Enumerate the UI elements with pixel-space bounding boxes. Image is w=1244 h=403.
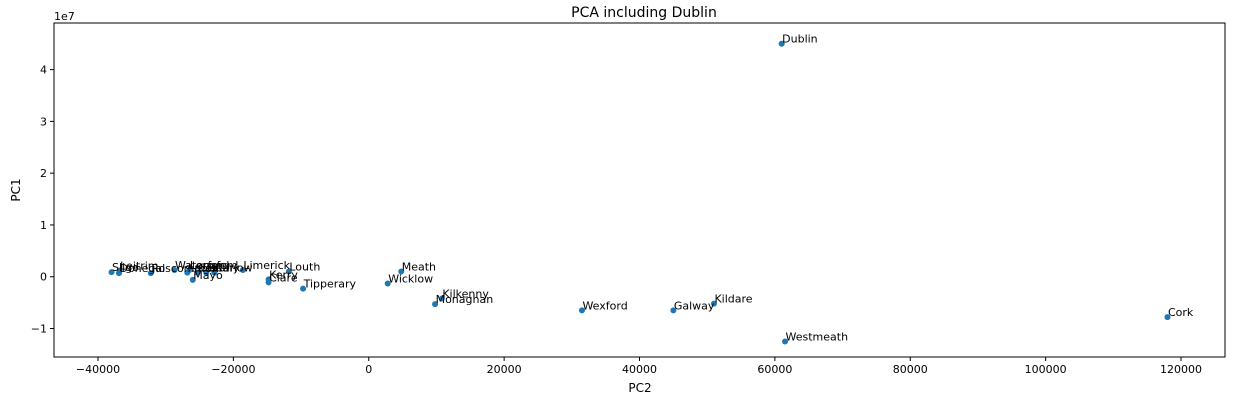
data-point — [189, 276, 196, 283]
data-point-label: Roscommon — [151, 262, 219, 275]
data-point — [300, 285, 307, 292]
data-point — [384, 280, 391, 287]
y-exponent-label: 1e7 — [54, 10, 75, 23]
data-point — [438, 295, 445, 302]
data-point — [1164, 314, 1171, 321]
data-point-label: Cavan — [198, 262, 233, 275]
x-tick-label: 120000 — [1160, 363, 1202, 376]
data-point-label: Tipperary — [303, 278, 357, 291]
data-point — [778, 40, 785, 47]
plot-area-frame — [53, 22, 1226, 358]
data-point-label: Sligo — [112, 261, 139, 274]
data-point-label: Waterford — [175, 259, 229, 272]
data-point — [211, 269, 218, 276]
data-point-label: Wicklow — [388, 272, 433, 285]
data-point — [108, 269, 115, 276]
data-point-label: Offaly — [207, 262, 240, 275]
x-tick-label: −20000 — [211, 363, 255, 376]
y-tick-label: 2 — [40, 167, 47, 180]
x-tick-label: 40000 — [622, 363, 657, 376]
data-point — [398, 268, 405, 275]
data-point-label: Laois — [188, 262, 217, 275]
data-point-label: Mayo — [193, 269, 223, 282]
x-axis: −40000 −20000 0 20000 40000 60000 80000 100000 1… — [76, 357, 1202, 376]
data-point-label: Louth — [289, 261, 320, 274]
data-point-label: Leitrim — [120, 260, 158, 273]
data-point-label: Monaghan — [436, 293, 494, 306]
data-point-label: Donegal — [119, 262, 165, 275]
data-point-label: Longford — [190, 259, 239, 272]
chart-title: PCA including Dublin — [571, 5, 717, 21]
data-point-label: Dublin — [782, 33, 818, 46]
data-point — [578, 307, 585, 314]
x-tick-label: −40000 — [76, 363, 120, 376]
x-tick-label: 60000 — [757, 363, 792, 376]
data-point-label: Limerick — [243, 259, 290, 272]
data-point — [782, 338, 789, 345]
x-axis-label: PC2 — [628, 381, 651, 395]
data-point — [115, 270, 122, 277]
x-tick-label: 20000 — [487, 363, 522, 376]
data-point-label: Wexford — [582, 299, 627, 312]
data-point — [186, 267, 193, 274]
data-point-label: Westmeath — [786, 330, 849, 343]
y-tick-label: 3 — [40, 115, 47, 128]
y-tick-label: 0 — [40, 271, 47, 284]
data-point — [710, 300, 717, 307]
y-tick-label: 1 — [40, 219, 47, 232]
data-point — [432, 301, 439, 308]
data-point-label: Clare — [269, 271, 298, 284]
y-axis: −1 0 1 2 3 4 — [31, 64, 54, 336]
data-point — [147, 270, 154, 277]
data-point — [670, 307, 677, 314]
y-tick-label: −1 — [31, 323, 47, 336]
data-point-label: Kildare — [714, 293, 752, 306]
data-point-label: Kerry — [269, 268, 298, 281]
data-point — [194, 269, 201, 276]
x-tick-label: 0 — [365, 363, 372, 376]
x-tick-label: 100000 — [1025, 363, 1067, 376]
data-point — [203, 269, 210, 276]
x-tick-label: 80000 — [893, 363, 928, 376]
data-point-label: Meath — [402, 261, 436, 274]
data-point — [265, 279, 272, 286]
y-tick-label: 4 — [40, 64, 47, 77]
data-point-label: Carlow — [215, 262, 253, 275]
data-point — [171, 267, 178, 274]
data-point — [239, 267, 246, 274]
data-point — [285, 268, 292, 275]
data-point-label: Galway — [674, 299, 715, 312]
data-point-label: Cork — [1168, 306, 1194, 319]
y-axis-label: PC1 — [9, 178, 23, 201]
data-point-label: Kilkenny — [442, 287, 489, 300]
